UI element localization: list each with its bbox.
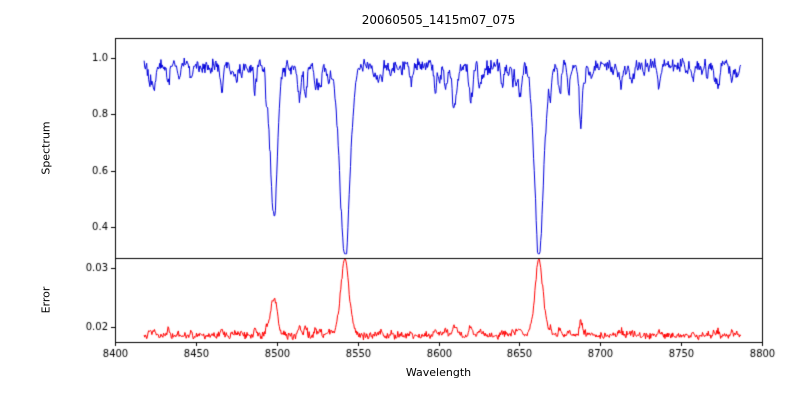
x-axis-label: Wavelength	[405, 366, 472, 379]
y-axis-label-spectrum: Spectrum	[39, 121, 53, 175]
y-axis-label-error: Error	[39, 286, 53, 314]
plot-title: 20060505_1415m07_075	[361, 13, 516, 27]
